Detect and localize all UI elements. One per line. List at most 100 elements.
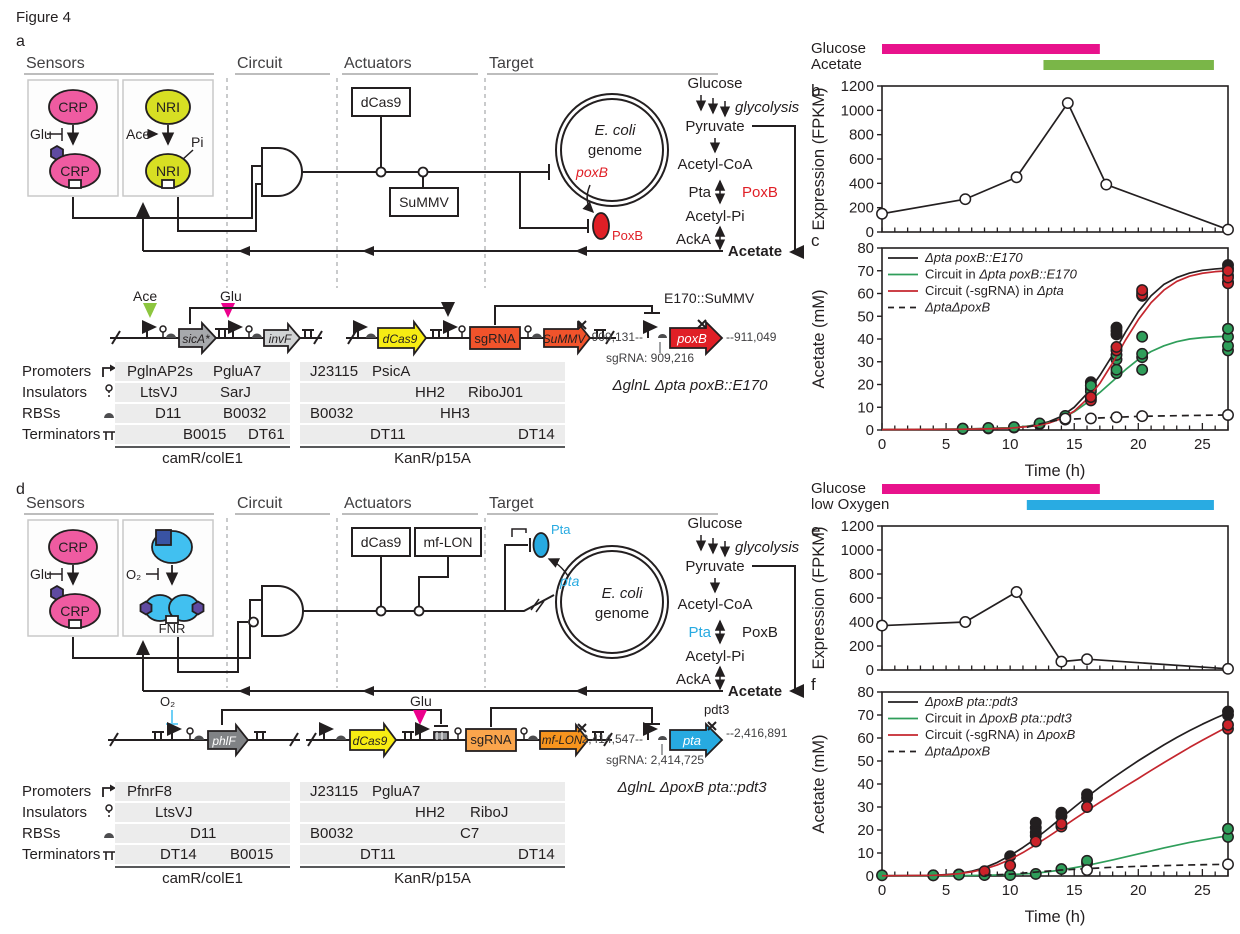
svg-text:0: 0 [878,882,886,899]
backbone-1: camR/colE1 [162,870,243,887]
glucose-label: Glucose [687,75,742,92]
svg-text:20: 20 [857,377,874,394]
y-axis-label: Expression (FPKM) [810,526,828,669]
svg-text:1200: 1200 [841,518,874,535]
y-axis-label: Expression (FPKM) [810,87,828,230]
target-genome-d: E. coli genome pta Pta [532,522,669,659]
y-axis: 0 200 400 600 800 1000 1200 [841,518,882,679]
acetylcoa-label-d: Acetyl-CoA [677,596,752,613]
circuit-wiring-d [72,528,555,673]
promoters-row: Promoters PglnAP2s PgluA7 J23115 PsicA [22,362,588,381]
svg-text:60: 60 [857,730,874,747]
svg-text:800: 800 [849,127,874,144]
svg-text:60: 60 [857,286,874,303]
panel-a-letter: a [16,33,25,50]
panel-letter-e: e [811,521,820,540]
y-axis: 0 200 400 600 800 1000 1200 [841,78,882,241]
coord-right: --911,049 [726,330,777,344]
part: RiboJ01 [468,384,524,401]
and-gate [261,147,303,197]
operator-site [433,731,449,741]
backbone-2: KanR/p15A [394,450,471,467]
svg-text:70: 70 [857,707,874,724]
rbs-icon [100,405,118,421]
part: HH2 [415,804,446,821]
condition-bar-label: Glucose [811,480,866,497]
part: D11 [190,825,217,842]
part: B0032 [310,825,354,842]
part: C7 [460,825,480,842]
svg-text:400: 400 [849,614,874,631]
chart-f-svg: f 0 10 20 30 40 50 60 70 80 0 5 10 15 20 25 Acetate (mM)… [810,675,1234,926]
panel-d-section-headers: Sensors Circuit Actuators Target [24,495,718,688]
part: PgluA7 [213,363,262,380]
insulators-row: Insulators LtsVJ SarJ HH2 RiboJ01 [22,383,588,402]
metabolic-pathway-d: Glucose glycolysis Pyruvate Acetyl-CoA P… [136,515,804,700]
panel-a-section-headers: Sensors Circuit Actuators Target [24,55,718,288]
part: PsicA [372,363,411,380]
chart-panel-c: c 0 10 20 30 40 50 60 70 80 0 5 10 15 20 25 Acetate (mM)… [808,231,1240,482]
section-sensors-d: Sensors [26,495,85,512]
dcas9-box-d [351,527,411,557]
and-gate-d [261,585,304,637]
sgRNA-label-d: sgRNA [470,732,512,747]
series-pta-expression [876,586,1234,675]
part: DT11 [360,846,396,863]
condition-bar [882,44,1100,54]
summv-gene-label: SuMMV [543,332,587,346]
series-circuit-no-sgRNA-in-dpoxB [881,718,1234,878]
svg-text:0: 0 [866,224,874,238]
legend-entry: ΔptaΔpoxB [924,744,990,759]
panel-d-diagram: d Sensors Circuit Actuators Target CRP G… [16,481,804,796]
svg-text:15: 15 [1066,882,1083,899]
row-label-rbss: RBSs [22,825,61,842]
coord-left: 909,131-- [592,330,643,344]
acka-enzyme-label-d: AckA [676,671,711,688]
panel-a-diagram: Figure 4 a Sensors Circuit Actuators Tar… [16,9,804,394]
part: J23115 [310,363,359,380]
promoters-row: Promoters PfnrF8 J23115 PgluA7 [22,782,588,801]
chart-panel-e: Glucose low Oxygen e 0 200 400 600 800 1000 1200 E… [808,478,1240,679]
figure-title: Figure 4 [16,9,71,26]
legend-entry: Δpta poxB::E170 [924,250,1023,265]
svg-text:200: 200 [849,200,874,217]
part: LtsVJ [155,804,193,821]
crp-protein-d [48,529,98,565]
svg-text:0: 0 [866,868,874,885]
acetylpi-label: Acetyl-Pi [685,208,744,225]
svg-text:1000: 1000 [841,542,874,559]
svg-text:0: 0 [866,422,874,439]
mflon-gene [539,722,590,758]
sgRNA-cassette [469,326,521,350]
summv-box [389,187,459,217]
y-axis: 0 10 20 30 40 50 60 70 80 [857,684,882,885]
svg-text:1000: 1000 [841,102,874,119]
part: PglnAP2s [127,363,193,380]
metabolic-pathway-a: Glucose glycolysis Pyruvate Acetyl-CoA P… [136,75,804,260]
row-label-terminators: Terminators [22,426,101,443]
svg-text:25: 25 [1194,436,1211,453]
glu-ligand-label: Glu [30,126,52,142]
dcas9-actuator-label-d: dCas9 [361,534,402,550]
section-circuit-d: Circuit [237,495,283,512]
target-genome: E. coli genome poxB PoxB [555,93,669,243]
svg-text:70: 70 [857,263,874,280]
glycolysis-label-d: glycolysis [735,539,800,556]
svg-text:600: 600 [849,151,874,168]
pyruvate-label-d: Pyruvate [685,558,744,575]
pta-target-gene [669,721,724,759]
strain-d: ΔglnL ΔpoxB pta::pdt3 [616,779,767,796]
row-label-promoters: Promoters [22,363,92,380]
rbss-row: RBSs D11 B0032 C7 [22,824,588,843]
poxb-enzyme-label: PoxB [742,184,778,201]
insulators-row: Insulators LtsVJ HH2 RiboJ [22,803,588,822]
circuit-wiring [72,116,589,233]
part: PfnrF8 [127,783,173,800]
glycolysis-label: glycolysis [735,99,800,116]
parts-table-a: Promoters PglnAP2s PgluA7 J23115 PsicA Ins… [22,360,588,470]
terminators-row: Terminators B0015 DT61 DT11 DT14 [22,425,588,444]
condition-bar-label: low Oxygen [811,496,889,513]
svg-text:10: 10 [857,399,874,416]
